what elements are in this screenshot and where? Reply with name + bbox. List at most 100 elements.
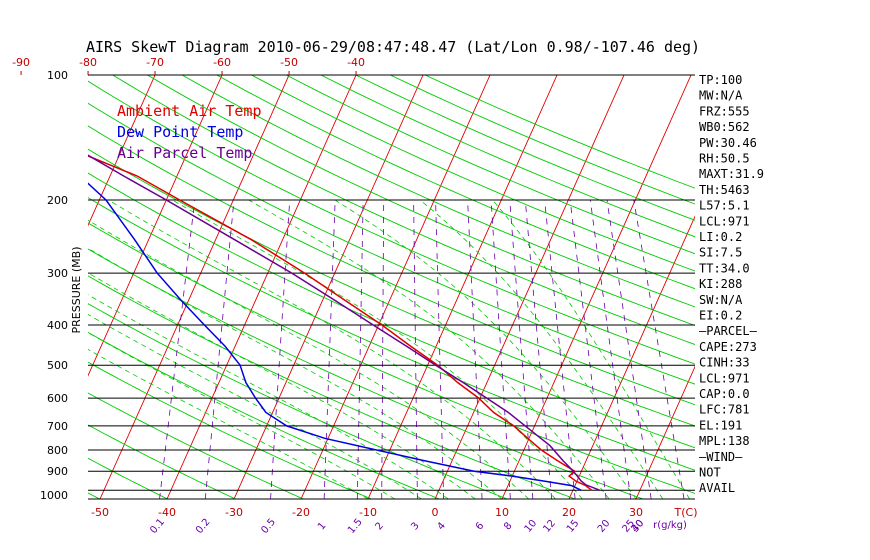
index-entry: TT:34.0 bbox=[699, 261, 750, 275]
moist-adiabat-line bbox=[108, 199, 556, 499]
mixing-ratio-label: 8 bbox=[502, 520, 515, 532]
moist-adiabat-line bbox=[88, 247, 503, 499]
bottom-temp-tick-label: -40 bbox=[158, 506, 176, 519]
bottom-temp-tick-label: -30 bbox=[225, 506, 243, 519]
mixing-ratio-line bbox=[606, 199, 652, 499]
index-entry: LI:0.2 bbox=[699, 230, 742, 244]
bottom-temp-tick-label: -10 bbox=[359, 506, 377, 519]
dry-adiabat-line bbox=[216, 75, 695, 290]
dry-adiabat-line bbox=[88, 361, 372, 499]
top-temp-tick-label: -50 bbox=[280, 56, 298, 69]
pressure-tick-label: 500 bbox=[47, 359, 68, 372]
legend-entry: Ambient Air Temp bbox=[117, 102, 262, 120]
index-entry: CINH:33 bbox=[699, 356, 750, 370]
bottom-temp-tick-label: -20 bbox=[292, 506, 310, 519]
mixing-ratio-line bbox=[544, 199, 576, 499]
isotherm-line bbox=[367, 75, 558, 499]
sounding-curves bbox=[88, 154, 600, 491]
mixing-ratio-label: 1.5 bbox=[346, 517, 365, 536]
isotherm-line bbox=[837, 75, 870, 499]
top-temp-tick-label: -90 bbox=[12, 56, 30, 69]
pressure-tick-label: 700 bbox=[47, 420, 68, 433]
dry-adiabat-line bbox=[251, 75, 695, 272]
isotherm-line bbox=[166, 75, 357, 499]
index-entry: L57:5.1 bbox=[699, 199, 750, 213]
index-entry: MW:N/A bbox=[699, 89, 743, 103]
index-entry: WB0:562 bbox=[699, 120, 750, 134]
mixing-ratio-line bbox=[569, 199, 607, 499]
mixing-ratio-line bbox=[204, 199, 235, 499]
index-entry: EL:191 bbox=[699, 418, 742, 432]
dry-adiabat-line bbox=[88, 457, 168, 499]
dry-adiabat-line bbox=[88, 172, 695, 449]
pressure-tick-label: 1000 bbox=[40, 489, 68, 502]
index-entry: MPL:138 bbox=[699, 434, 750, 448]
mixing-ratio-line bbox=[524, 199, 553, 499]
top-temp-tick-label: -60 bbox=[213, 56, 231, 69]
index-entry: CAP:0.0 bbox=[699, 387, 750, 401]
isotherm-line bbox=[99, 75, 290, 499]
isotherm-line bbox=[635, 365, 695, 499]
pressure-tick-label: 100 bbox=[47, 69, 68, 82]
moist-adiabat-line bbox=[88, 219, 530, 499]
index-entry: EI:0.2 bbox=[699, 309, 742, 323]
dry-adiabat-line bbox=[88, 222, 695, 494]
bottom-temp-tick-label: 10 bbox=[495, 506, 509, 519]
index-entry: RH:50.5 bbox=[699, 152, 750, 166]
moist-adiabat-line bbox=[492, 199, 690, 499]
index-entry: TP:100 bbox=[699, 73, 742, 87]
mixing-ratio-line bbox=[435, 199, 445, 499]
mixing-ratio-label: 0.2 bbox=[194, 517, 213, 536]
mixing-ratio-line bbox=[159, 199, 196, 499]
mixing-ratio-line bbox=[589, 199, 632, 499]
moist-adiabat-line bbox=[88, 272, 476, 499]
pressure-tick-label: 300 bbox=[47, 267, 68, 280]
mixing-ratio-line bbox=[381, 199, 385, 499]
dry-adiabat-line bbox=[88, 80, 695, 365]
bottom-temp-tick-label: -50 bbox=[91, 506, 109, 519]
index-entry: PW:30.46 bbox=[699, 136, 757, 150]
dry-adiabat-line bbox=[147, 75, 695, 326]
mixing-ratio-line bbox=[490, 199, 511, 499]
moist-adiabat-line bbox=[334, 199, 637, 499]
dry-adiabat-line bbox=[355, 75, 695, 221]
isotherm-line bbox=[300, 75, 491, 499]
mixing-ratio-line bbox=[323, 199, 336, 499]
pressure-tick-label: 800 bbox=[47, 444, 68, 457]
dry-adiabat-line bbox=[88, 275, 576, 499]
mixing-ratio-label: 1 bbox=[316, 520, 329, 532]
parcel-temp-line bbox=[88, 154, 600, 491]
dry-adiabat-line bbox=[88, 248, 644, 499]
isotherm-line bbox=[0, 75, 21, 499]
moist-adiabat-line bbox=[88, 314, 422, 499]
moist-adiabat-line bbox=[419, 199, 664, 499]
mixing-ratio-line bbox=[270, 199, 291, 499]
moist-adiabat-line bbox=[88, 348, 369, 499]
chart-title: AIRS SkewT Diagram 2010-06-29/08:47:48.4… bbox=[86, 38, 700, 56]
mixing-ratio-label: 4 bbox=[435, 520, 448, 532]
index-entry: —WIND— bbox=[699, 450, 743, 464]
dry-adiabat-line bbox=[88, 148, 695, 427]
moist-adiabat-line bbox=[248, 199, 610, 499]
dry-adiabat-line bbox=[112, 75, 695, 345]
pressure-tick-label: 400 bbox=[47, 319, 68, 332]
dry-adiabat-line bbox=[88, 424, 236, 499]
pressure-tick-label: 600 bbox=[47, 392, 68, 405]
top-temp-tick-label: -70 bbox=[146, 56, 164, 69]
chart-legend: Ambient Air Temp Dew Point Temp Air Parcel… bbox=[117, 102, 262, 162]
pressure-tick-label: 200 bbox=[47, 194, 68, 207]
index-entry: KI:288 bbox=[699, 277, 742, 291]
dry-adiabat-line bbox=[88, 492, 100, 499]
dry-adiabat-line bbox=[88, 125, 695, 406]
y-axis-label: PRESSURE (MB) bbox=[70, 247, 83, 334]
mixing-ratio-label: 3 bbox=[409, 520, 422, 532]
bottom-temp-tick-label: 20 bbox=[562, 506, 576, 519]
index-entry: NOT bbox=[699, 466, 721, 480]
dry-adiabat-line bbox=[88, 303, 508, 499]
index-entry: SI:7.5 bbox=[699, 246, 742, 260]
index-entry: SW:N/A bbox=[699, 293, 743, 307]
index-entry: LCL:971 bbox=[699, 214, 750, 228]
isotherm-line bbox=[88, 75, 156, 227]
dewpoint-line bbox=[88, 182, 582, 491]
